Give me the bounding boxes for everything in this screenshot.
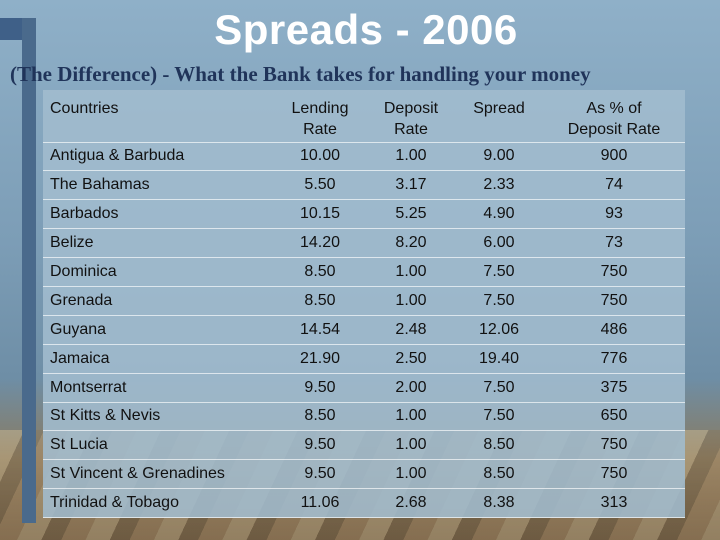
cell-spread: 7.50 (455, 286, 543, 316)
cell-pct: 93 (543, 199, 685, 230)
cell-deposit: 2.00 (367, 373, 455, 403)
cell-pct: 650 (543, 402, 685, 432)
header-spread-label: Spread (473, 100, 525, 117)
table-row: St Kitts & Nevis 8.50 1.00 7.50 650 (43, 402, 685, 432)
table-row: Trinidad & Tobago 11.06 2.68 8.38 313 (43, 488, 685, 519)
cell-lending: 5.50 (273, 170, 367, 201)
cell-country: St Kitts & Nevis (43, 402, 273, 432)
cell-country: Dominica (43, 257, 273, 287)
cell-spread: 6.00 (455, 228, 543, 259)
cell-lending: 14.54 (273, 315, 367, 345)
table-row: Guyana 14.54 2.48 12.06 486 (43, 315, 685, 345)
table-row: The Bahamas 5.50 3.17 2.33 74 (43, 170, 685, 201)
cell-pct: 313 (543, 488, 685, 519)
header-spread: Spread (455, 90, 543, 143)
accent-stripe (22, 18, 36, 523)
table-row: Dominica 8.50 1.00 7.50 750 (43, 257, 685, 287)
header-lending-rate: Lending Rate (273, 90, 367, 143)
cell-pct: 750 (543, 430, 685, 461)
cell-deposit: 1.00 (367, 430, 455, 461)
cell-deposit: 1.00 (367, 459, 455, 490)
cell-pct: 750 (543, 459, 685, 490)
cell-lending: 21.90 (273, 344, 367, 374)
header-deposit-rate: Deposit Rate (367, 90, 455, 143)
cell-country: Belize (43, 228, 273, 259)
cell-deposit: 8.20 (367, 228, 455, 259)
header-pct-line2: Deposit Rate (567, 121, 661, 138)
table-row: Montserrat 9.50 2.00 7.50 375 (43, 373, 685, 403)
header-deposit-line1: Deposit (383, 100, 439, 117)
cell-spread: 9.00 (455, 142, 543, 172)
spreads-table: Countries Lending Rate Deposit Rate Spre… (43, 90, 685, 519)
cell-pct: 900 (543, 142, 685, 172)
cell-spread: 8.38 (455, 488, 543, 519)
table-row: Grenada 8.50 1.00 7.50 750 (43, 286, 685, 316)
cell-country: Antigua & Barbuda (43, 142, 273, 172)
header-pct-deposit: As % of Deposit Rate (543, 90, 685, 143)
cell-spread: 7.50 (455, 257, 543, 287)
cell-deposit: 1.00 (367, 286, 455, 316)
cell-pct: 776 (543, 344, 685, 374)
cell-country: St Vincent & Grenadines (43, 459, 273, 490)
spreads-table-container: Countries Lending Rate Deposit Rate Spre… (43, 90, 685, 519)
table-row: St Vincent & Grenadines 9.50 1.00 8.50 7… (43, 459, 685, 490)
cell-pct: 750 (543, 286, 685, 316)
cell-deposit: 1.00 (367, 402, 455, 432)
page-title: Spreads - 2006 (214, 6, 518, 53)
cell-lending: 8.50 (273, 286, 367, 316)
table-body: Antigua & Barbuda 10.00 1.00 9.00 900 Th… (43, 142, 685, 519)
table-row: Belize 14.20 8.20 6.00 73 (43, 228, 685, 259)
cell-deposit: 2.68 (367, 488, 455, 519)
cell-pct: 73 (543, 228, 685, 259)
cell-country: The Bahamas (43, 170, 273, 201)
cell-spread: 8.50 (455, 430, 543, 461)
table-header-row: Countries Lending Rate Deposit Rate Spre… (43, 90, 685, 143)
cell-deposit: 3.17 (367, 170, 455, 201)
cell-spread: 7.50 (455, 402, 543, 432)
cell-spread: 4.90 (455, 199, 543, 230)
cell-lending: 10.00 (273, 142, 367, 172)
cell-spread: 19.40 (455, 344, 543, 374)
accent-square (0, 18, 22, 40)
cell-spread: 12.06 (455, 315, 543, 345)
cell-country: Trinidad & Tobago (43, 488, 273, 519)
cell-lending: 8.50 (273, 402, 367, 432)
cell-pct: 74 (543, 170, 685, 201)
cell-deposit: 5.25 (367, 199, 455, 230)
cell-lending: 14.20 (273, 228, 367, 259)
cell-lending: 9.50 (273, 373, 367, 403)
cell-lending: 9.50 (273, 459, 367, 490)
cell-country: Montserrat (43, 373, 273, 403)
cell-country: Barbados (43, 199, 273, 230)
cell-spread: 8.50 (455, 459, 543, 490)
cell-pct: 486 (543, 315, 685, 345)
header-pct-line1: As % of (586, 100, 642, 117)
cell-pct: 375 (543, 373, 685, 403)
cell-country: St Lucia (43, 430, 273, 461)
cell-spread: 2.33 (455, 170, 543, 201)
cell-deposit: 2.48 (367, 315, 455, 345)
header-lending-line1: Lending (291, 100, 349, 117)
cell-spread: 7.50 (455, 373, 543, 403)
page-subtitle: (The Difference) - What the Bank takes f… (10, 62, 591, 86)
header-lending-line2: Rate (303, 121, 337, 138)
cell-country: Guyana (43, 315, 273, 345)
cell-deposit: 2.50 (367, 344, 455, 374)
cell-deposit: 1.00 (367, 257, 455, 287)
cell-country: Jamaica (43, 344, 273, 374)
header-countries-label: Countries (50, 100, 119, 117)
header-countries: Countries (43, 90, 273, 143)
cell-lending: 9.50 (273, 430, 367, 461)
table-row: St Lucia 9.50 1.00 8.50 750 (43, 430, 685, 461)
table-row: Antigua & Barbuda 10.00 1.00 9.00 900 (43, 142, 685, 172)
cell-deposit: 1.00 (367, 142, 455, 172)
cell-pct: 750 (543, 257, 685, 287)
cell-country: Grenada (43, 286, 273, 316)
table-row: Jamaica 21.90 2.50 19.40 776 (43, 344, 685, 374)
cell-lending: 10.15 (273, 199, 367, 230)
table-row: Barbados 10.15 5.25 4.90 93 (43, 199, 685, 230)
cell-lending: 8.50 (273, 257, 367, 287)
header-deposit-line2: Rate (394, 121, 428, 138)
cell-lending: 11.06 (273, 488, 367, 519)
